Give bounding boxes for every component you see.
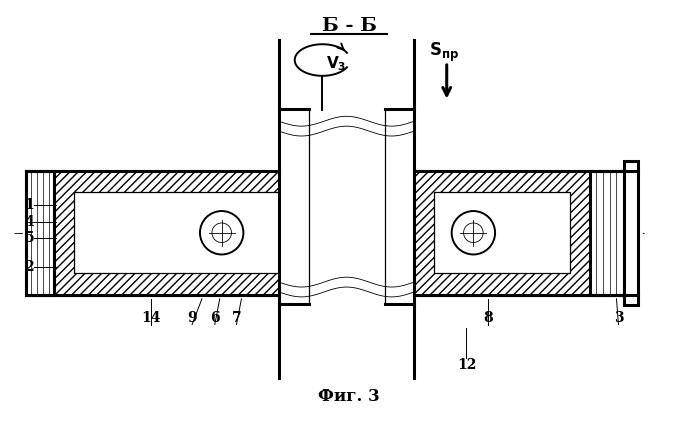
Text: 12: 12 (456, 358, 476, 372)
Bar (279, 304, 414, 378)
Bar (590, 171, 624, 295)
Text: Б - Б: Б - Б (322, 17, 377, 35)
Text: 14: 14 (141, 311, 160, 324)
Bar (73, 192, 279, 273)
Circle shape (200, 211, 243, 255)
Bar (54, 171, 279, 295)
Text: 5: 5 (24, 231, 34, 245)
Text: 8: 8 (484, 311, 493, 324)
Bar (434, 192, 570, 273)
Bar (27, 273, 279, 295)
Text: 4: 4 (24, 215, 34, 229)
Text: $\bf{S_{пр}}$: $\bf{S_{пр}}$ (429, 41, 459, 64)
Bar (414, 171, 624, 192)
Circle shape (463, 223, 483, 243)
Bar (414, 171, 624, 295)
Bar (279, 40, 414, 110)
Bar (27, 171, 54, 295)
Text: 6: 6 (210, 311, 219, 324)
Bar (414, 273, 624, 295)
Text: 7: 7 (231, 311, 241, 324)
Bar (624, 160, 638, 305)
Text: 9: 9 (187, 311, 197, 324)
Text: 1: 1 (24, 198, 34, 212)
Circle shape (452, 211, 495, 255)
Bar (27, 171, 279, 295)
Bar (279, 110, 414, 304)
Text: 2: 2 (24, 260, 34, 274)
Text: Фиг. 3: Фиг. 3 (318, 389, 380, 405)
Text: $\bf{V_3}$: $\bf{V_3}$ (326, 55, 347, 73)
Text: 3: 3 (614, 311, 624, 324)
Bar (414, 171, 590, 295)
Circle shape (212, 223, 231, 243)
Bar (27, 171, 279, 192)
